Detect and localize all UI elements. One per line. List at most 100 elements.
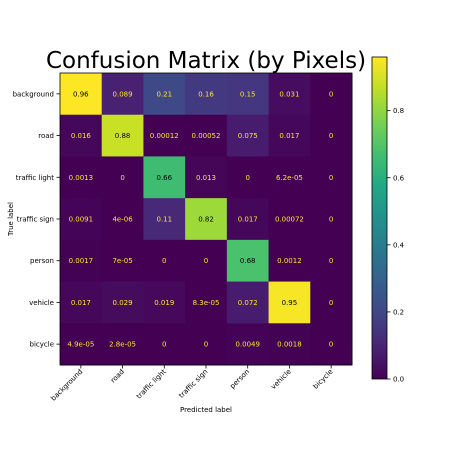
y-axis-ticks: background road traffic light traffic sign p… [13, 90, 60, 349]
heatmap-cell-label: 0.013 [196, 174, 216, 182]
heatmap-cell-labels: 0.96 0.089 0.21 0.16 0.15 0.031 0 0.016 0.88 0.00… [67, 90, 333, 348]
heatmap-cell-label: 2.8e-05 [109, 341, 136, 349]
heatmap-cell-label: 0.88 [115, 132, 131, 140]
heatmap-cell [185, 198, 228, 241]
heatmap-cell-label: 0.11 [156, 216, 172, 224]
heatmap-cell [310, 156, 353, 199]
heatmap-cell-label: 0 [329, 299, 333, 307]
heatmap-cell-label: 4.9e-05 [67, 341, 94, 349]
heatmap-cell [101, 156, 144, 199]
heatmap-cell [143, 73, 186, 116]
heatmap-cell [185, 156, 228, 199]
heatmap-cell-label: 0 [329, 90, 333, 98]
heatmap-cell [60, 239, 103, 283]
x-tick-label: person [229, 368, 252, 391]
heatmap-cell [60, 156, 103, 199]
heatmap-cell-label: 0.66 [156, 174, 172, 182]
heatmap-cell [310, 73, 353, 116]
heatmap-cell [268, 73, 311, 116]
heatmap-cell [101, 239, 144, 283]
heatmap-cell [268, 114, 311, 157]
heatmap-cell-label: 0 [329, 257, 333, 265]
heatmap-cell-label: 0.16 [198, 90, 214, 98]
heatmap-cell [185, 73, 228, 116]
heatmap-cell-label: 0 [329, 174, 333, 182]
heatmap-cell [101, 114, 144, 157]
heatmap-cell-label: 0.00012 [150, 132, 179, 140]
heatmap-cell [226, 323, 270, 366]
heatmap-cell [268, 239, 311, 283]
y-tick-label: traffic sign [17, 216, 54, 224]
x-tick-label: bicycle [312, 368, 335, 391]
heatmap-cell-label: 0.0013 [69, 174, 94, 182]
heatmap-cell-label: 0.089 [113, 90, 133, 98]
y-axis-label: True label [7, 202, 15, 237]
heatmap-cell [310, 114, 353, 157]
heatmap-cell [226, 156, 270, 199]
heatmap-cell [101, 323, 144, 366]
heatmap-cell [185, 323, 228, 366]
heatmap-cell [60, 198, 103, 241]
heatmap-cell [60, 281, 103, 324]
y-tick-label: road [38, 132, 54, 140]
x-axis-label: Predicted label [180, 406, 232, 414]
heatmap-cell-label: 0.019 [154, 299, 174, 307]
colorbar-tick-label: 0.4 [393, 241, 405, 249]
heatmap-cell-label: 0.00072 [275, 216, 304, 224]
heatmap-cell-label: 0 [204, 257, 208, 265]
heatmap-cell-label: 0.82 [198, 216, 214, 224]
heatmap-cell-label: 0 [329, 132, 333, 140]
heatmap-cell [268, 198, 311, 241]
heatmap-cell [143, 323, 186, 366]
heatmap-cell [310, 239, 353, 283]
heatmap-cell [226, 73, 270, 116]
heatmap-cell [310, 281, 353, 324]
heatmap-cell-label: 7e-05 [112, 257, 132, 265]
colorbar-tick-label: 0.0 [393, 376, 404, 384]
heatmap-cell [185, 114, 228, 157]
colorbar-tick-label: 0.2 [393, 308, 404, 316]
chart-title: Confusion Matrix (by Pixels) [46, 48, 366, 74]
heatmap-cell-label: 0.95 [282, 299, 298, 307]
heatmap-cell [185, 281, 228, 324]
heatmap-cell-label: 0 [162, 341, 166, 349]
heatmap-cell-label: 0.0091 [69, 216, 94, 224]
heatmap-cell-label: 0 [162, 257, 166, 265]
heatmap-cell-label: 6.2e-05 [276, 174, 303, 182]
heatmap-cell [226, 239, 270, 283]
heatmap-cell [185, 239, 228, 283]
colorbar [371, 56, 388, 380]
colorbar-tick-label: 0.6 [393, 174, 405, 182]
heatmap-cells [60, 73, 353, 366]
heatmap-cell [226, 198, 270, 241]
x-tick-label: traffic sign [177, 368, 209, 400]
heatmap-cell-label: 0.029 [113, 299, 133, 307]
heatmap-cell-label: 0.0017 [69, 257, 94, 265]
heatmap-cell-label: 0.017 [279, 132, 299, 140]
heatmap-cell-label: 0.017 [71, 299, 91, 307]
heatmap-cell-label: 0 [329, 216, 333, 224]
y-tick-label: background [13, 90, 54, 98]
x-tick-label: traffic light [135, 368, 168, 401]
heatmap-cell-label: 0.075 [238, 132, 258, 140]
heatmap-cell-label: 0 [329, 341, 333, 349]
heatmap-cell-label: 0.017 [238, 216, 258, 224]
heatmap-cell-label: 0.0018 [277, 341, 302, 349]
heatmap-cell [268, 323, 311, 366]
y-tick-label: bicycle [30, 341, 54, 349]
colorbar-tick-label: 0.8 [393, 107, 404, 115]
heatmap-cell-label: 8.3e-05 [193, 299, 220, 307]
x-tick-label: vehicle [270, 368, 293, 391]
y-tick-label: traffic light [16, 174, 55, 182]
heatmap-cell-label: 0.15 [240, 90, 256, 98]
heatmap-cell-label: 0.031 [279, 90, 299, 98]
colorbar-ticks: 0.0 0.2 0.4 0.6 0.8 [387, 107, 405, 384]
heatmap-cell [226, 281, 270, 324]
x-tick-label: background [49, 368, 84, 403]
heatmap-cell-label: 0.68 [240, 257, 256, 265]
heatmap-cell-label: 0 [245, 174, 249, 182]
heatmap-cell-label: 0.0012 [277, 257, 302, 265]
heatmap-cell-label: 0.21 [156, 90, 172, 98]
heatmap-cell [143, 156, 186, 199]
